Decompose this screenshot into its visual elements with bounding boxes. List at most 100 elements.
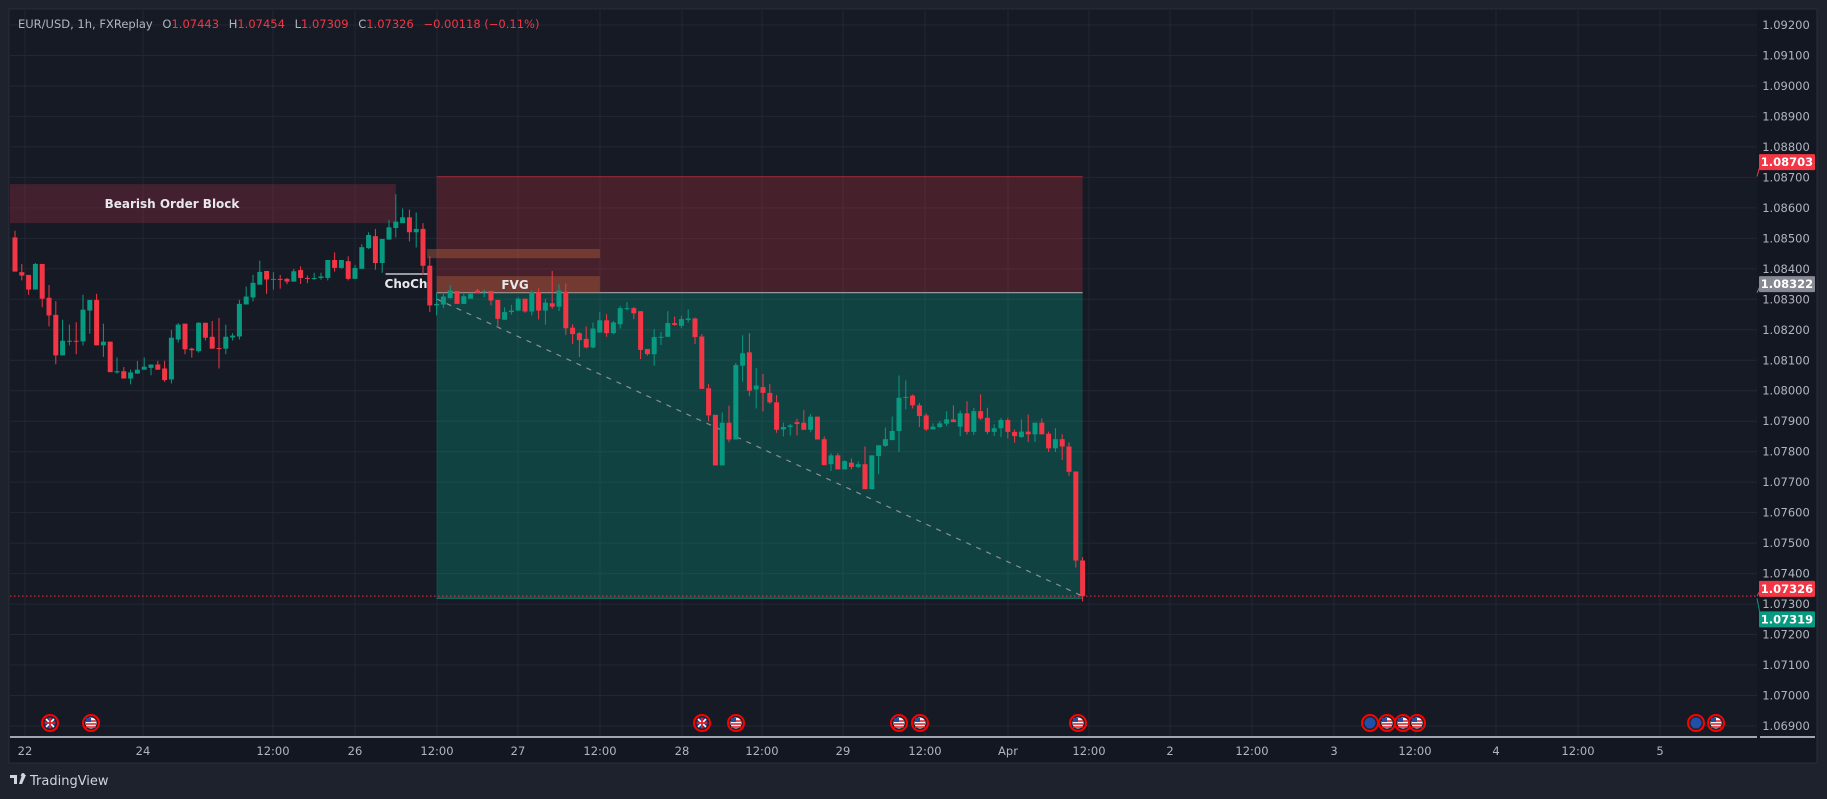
candle-body: [223, 336, 229, 349]
take-profit-zone[interactable]: [436, 292, 1083, 599]
time-axis[interactable]: 22 24 12:00 26 12:00 27 12:00 28 12:00 29 12:00 Apr…: [10, 736, 1815, 758]
time-tick-label: 12:00: [745, 744, 778, 758]
plot-area[interactable]: [10, 10, 1757, 737]
candle-bullish: [617, 306, 623, 329]
us-flag-icon[interactable]: [890, 714, 908, 732]
trend-line-dashed[interactable]: [436, 298, 1083, 597]
candle-body: [107, 341, 113, 373]
candle-body: [345, 261, 351, 279]
candle-bullish: [624, 302, 630, 311]
candle-body: [998, 419, 1004, 429]
bearish-order-block-label[interactable]: Bearish Order Block: [105, 197, 241, 211]
candle-bullish: [957, 410, 963, 437]
candle-bearish: [202, 322, 208, 341]
candle-bullish: [400, 208, 406, 224]
candle-body: [182, 323, 188, 350]
price-tick-label: 1.08000: [1762, 384, 1810, 398]
candle-bearish: [794, 418, 800, 436]
candle-body: [1025, 431, 1031, 435]
price-badge-bg: [1759, 276, 1815, 293]
economic-events[interactable]: [41, 714, 1725, 732]
candle-bearish: [1005, 417, 1011, 439]
candle-bearish: [1025, 414, 1031, 442]
fvg-label[interactable]: FVG: [501, 278, 528, 292]
us-flag-canton: [894, 718, 899, 722]
candle-bearish: [427, 256, 433, 313]
candle-body: [400, 217, 406, 224]
candle-body: [869, 455, 875, 490]
candle-body: [978, 411, 984, 419]
candle-body: [848, 462, 854, 467]
candle-body: [814, 416, 820, 440]
us-flag-icon[interactable]: [1707, 714, 1725, 732]
time-tick-label: 12:00: [256, 744, 289, 758]
candle-bullish: [971, 407, 977, 435]
candle-body: [447, 290, 453, 299]
price-tick-label: 1.06900: [1762, 719, 1810, 733]
price-tick-label: 1.07500: [1762, 536, 1810, 550]
us-flag-icon[interactable]: [1378, 714, 1396, 732]
candle-body: [835, 455, 841, 470]
candle-body: [753, 385, 759, 390]
us-flag-icon[interactable]: [727, 714, 745, 732]
candle-bullish: [141, 357, 147, 370]
time-tick-label: 12:00: [1235, 744, 1268, 758]
candle-bearish: [699, 334, 705, 389]
candle-body: [304, 277, 310, 279]
bearish-order-block-zone[interactable]: [10, 184, 396, 224]
candle-body: [39, 263, 45, 299]
candle-bearish: [862, 446, 868, 490]
candle-bullish: [434, 292, 440, 316]
price-badge-label: 1.07319: [1761, 612, 1813, 626]
candle-body: [678, 319, 684, 326]
candle-bearish: [821, 436, 827, 466]
candle-body: [298, 270, 304, 278]
candle-body: [719, 422, 725, 466]
us-flag-icon[interactable]: [1408, 714, 1426, 732]
candle-body: [903, 396, 909, 398]
us-flag-icon[interactable]: [1069, 714, 1087, 732]
candle-bearish: [549, 270, 555, 309]
price-badge: 1.08703: [1756, 154, 1815, 177]
candle-bearish: [950, 405, 956, 423]
candles: [12, 194, 1086, 602]
high-value: 1.07454: [237, 17, 285, 31]
candle-bullish: [590, 322, 596, 349]
us-flag-icon[interactable]: [911, 714, 929, 732]
candle-body: [597, 320, 603, 333]
symbol-title[interactable]: EUR/USD, 1h, FXReplay: [18, 17, 153, 31]
candle-body: [461, 296, 467, 304]
fvg-upper-zone[interactable]: [427, 249, 600, 259]
candle-bearish: [767, 384, 773, 404]
eu-flag-icon[interactable]: [1361, 714, 1379, 732]
candle-bearish: [1073, 471, 1079, 568]
candle-body: [760, 387, 766, 393]
high-label: H: [229, 17, 238, 31]
price-axis[interactable]: 1.06900 1.07000 1.07100 1.07200 1.07300 1.074…: [1762, 18, 1810, 733]
candle-body: [257, 271, 263, 285]
uk-flag-icon[interactable]: [693, 714, 711, 732]
uk-flag-icon[interactable]: [41, 714, 59, 732]
open-label: O: [162, 17, 171, 31]
candle-bearish: [631, 306, 637, 320]
tradingview-logo[interactable]: TradingView: [10, 773, 109, 789]
us-flag-icon[interactable]: [82, 714, 100, 732]
price-tick-label: 1.08400: [1762, 262, 1810, 276]
candle-bearish: [19, 263, 25, 281]
change-value: −0.00118 (−0.11%): [423, 17, 539, 31]
choch-label[interactable]: ChoCh: [385, 277, 428, 291]
candle-bearish: [835, 453, 841, 470]
candle-bullish: [780, 422, 786, 437]
candle-bearish: [216, 317, 222, 369]
candle-bullish: [60, 319, 66, 356]
candle-bullish: [998, 417, 1004, 438]
candle-body: [94, 299, 100, 346]
stop-loss-zone[interactable]: [436, 176, 1083, 293]
time-tick-label: 2: [1166, 744, 1173, 758]
eu-flag-icon[interactable]: [1687, 714, 1705, 732]
price-badge-label: 1.08322: [1761, 277, 1813, 291]
candle-bullish: [740, 335, 746, 382]
price-tick-label: 1.09200: [1762, 18, 1810, 32]
candle-bearish: [372, 228, 378, 270]
